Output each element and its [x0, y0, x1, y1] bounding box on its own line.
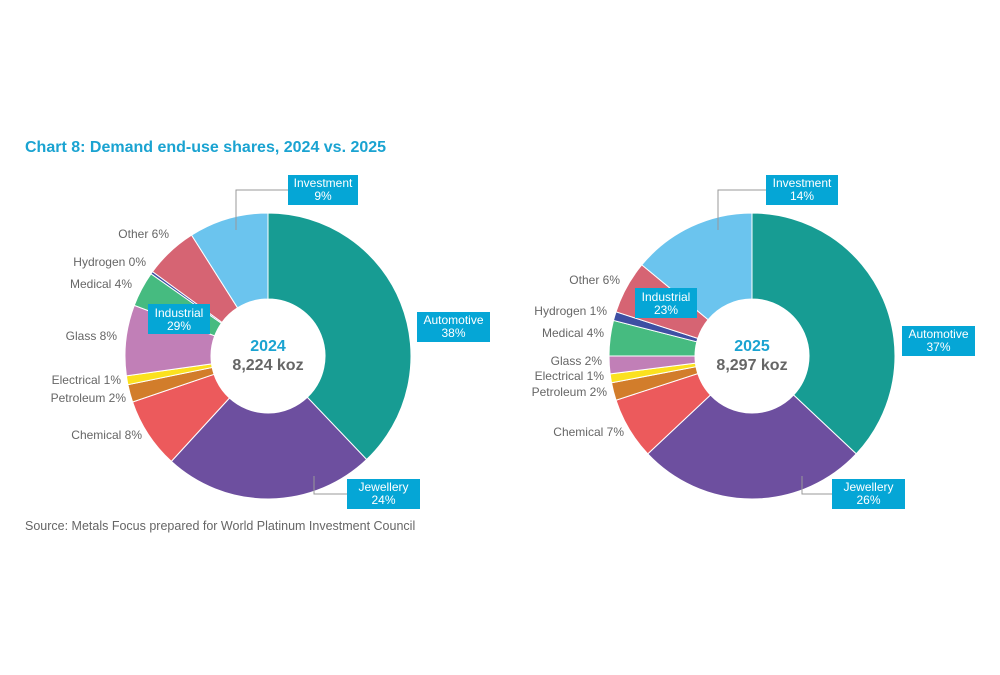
center-year: 2024 [250, 338, 286, 355]
label-automotive-value: 38% [441, 326, 465, 340]
label-chemical: Chemical 8% [71, 428, 142, 442]
label-jewellery-value: 24% [371, 493, 395, 507]
label-box-industrial [635, 288, 697, 318]
label-medical: Medical 4% [542, 326, 604, 340]
slice-automotive [751, 212, 896, 455]
leader-line-jewellery [313, 476, 347, 495]
label-investment-value: 9% [314, 189, 332, 203]
label-investment-name: Investment [294, 176, 353, 190]
leader-line-jewellery [801, 476, 832, 495]
label-jewellery-value: 26% [856, 493, 880, 507]
label-box-industrial [148, 304, 210, 334]
donut-chart-2024: Chemical 8% Petroleum 2% Electrical 1% Glas… [51, 175, 490, 509]
label-box-automotive [417, 312, 490, 342]
label-glass: Glass 2% [551, 354, 603, 368]
label-industrial-value: 29% [167, 319, 191, 333]
center-total: 8,297 koz [716, 357, 787, 374]
label-electrical: Electrical 1% [535, 369, 605, 383]
label-other: Other 6% [118, 227, 169, 241]
leader-line-investment [717, 189, 766, 230]
label-medical: Medical 4% [70, 277, 132, 291]
label-box-investment [766, 175, 838, 205]
label-petroleum: Petroleum 2% [532, 385, 608, 399]
label-hydrogen: Hydrogen 0% [73, 255, 146, 269]
label-box-jewellery [832, 479, 905, 509]
slice-jewellery [647, 394, 857, 500]
label-box-jewellery [347, 479, 420, 509]
leader-line-investment [235, 189, 288, 230]
label-industrial-value: 23% [654, 303, 678, 317]
center-year: 2025 [734, 338, 770, 355]
label-petroleum: Petroleum 2% [51, 391, 127, 405]
label-box-investment [288, 175, 358, 205]
center-total: 8,224 koz [232, 357, 303, 374]
label-jewellery-name: Jewellery [358, 480, 408, 494]
label-investment-value: 14% [790, 189, 814, 203]
label-jewellery-name: Jewellery [843, 480, 893, 494]
slice-automotive [267, 212, 412, 461]
label-other: Other 6% [569, 273, 620, 287]
donut-chart-2025: Chemical 7% Petroleum 2% Electrical 1%Glas… [532, 175, 975, 509]
label-electrical: Electrical 1% [52, 373, 122, 387]
slice-jewellery [170, 396, 368, 500]
label-chemical: Chemical 7% [553, 425, 624, 439]
label-glass: Glass 8% [66, 329, 118, 343]
label-automotive-value: 37% [926, 340, 950, 354]
label-automotive-name: Automotive [423, 313, 483, 327]
slice-investment [190, 212, 269, 309]
label-automotive-name: Automotive [908, 327, 968, 341]
label-industrial-name: Industrial [642, 290, 691, 304]
label-hydrogen: Hydrogen 1% [534, 304, 607, 318]
chart-title: Chart 8: Demand end-use shares, 2024 vs.… [25, 139, 387, 156]
label-box-automotive [902, 326, 975, 356]
label-investment-name: Investment [773, 176, 832, 190]
slice-investment [641, 212, 753, 321]
source-note: Source: Metals Focus prepared for World … [25, 519, 416, 533]
label-industrial-name: Industrial [155, 306, 204, 320]
